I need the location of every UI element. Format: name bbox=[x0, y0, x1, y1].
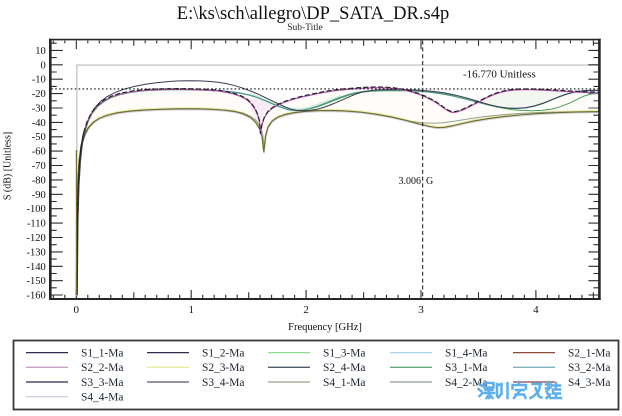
svg-text:S1_4-Ma: S1_4-Ma bbox=[445, 347, 487, 359]
svg-text:-90: -90 bbox=[32, 190, 46, 201]
svg-text:S3_3-Ma: S3_3-Ma bbox=[81, 377, 123, 389]
svg-text:-60: -60 bbox=[32, 147, 46, 158]
svg-text:E:\ks\sch\allegro\DP_SATA_DR.s: E:\ks\sch\allegro\DP_SATA_DR.s4p bbox=[177, 4, 449, 24]
svg-text:-10: -10 bbox=[32, 75, 46, 86]
svg-text:S3_4-Ma: S3_4-Ma bbox=[202, 377, 244, 389]
svg-text:S1_3-Ma: S1_3-Ma bbox=[323, 347, 365, 359]
svg-text:-50: -50 bbox=[32, 132, 46, 143]
svg-text:4: 4 bbox=[533, 304, 539, 316]
svg-text:0: 0 bbox=[74, 304, 80, 316]
svg-text:S (dB) [Unitless]: S (dB) [Unitless] bbox=[2, 132, 13, 200]
svg-text:S2_1-Ma: S2_1-Ma bbox=[568, 347, 610, 359]
svg-text:Sub-Title: Sub-Title bbox=[287, 23, 323, 33]
svg-text:-110: -110 bbox=[27, 219, 46, 230]
svg-text:-20: -20 bbox=[32, 89, 46, 100]
svg-text:1: 1 bbox=[188, 304, 194, 316]
svg-text:-120: -120 bbox=[27, 233, 46, 244]
svg-text:S2_3-Ma: S2_3-Ma bbox=[202, 362, 244, 374]
svg-text:3: 3 bbox=[418, 304, 424, 316]
svg-text:-100: -100 bbox=[27, 204, 46, 215]
svg-text:S1_2-Ma: S1_2-Ma bbox=[202, 347, 244, 359]
svg-text:S4_1-Ma: S4_1-Ma bbox=[323, 377, 365, 389]
svg-text:S2_2-Ma: S2_2-Ma bbox=[81, 362, 123, 374]
svg-text:-150: -150 bbox=[27, 276, 46, 287]
svg-text:S1_1-Ma: S1_1-Ma bbox=[81, 347, 123, 359]
svg-text:S4_4-Ma: S4_4-Ma bbox=[81, 392, 123, 404]
svg-text:-80: -80 bbox=[32, 175, 46, 186]
svg-text:2: 2 bbox=[303, 304, 309, 316]
svg-text:10: 10 bbox=[35, 46, 46, 57]
svg-text:-140: -140 bbox=[27, 262, 46, 273]
svg-text:0: 0 bbox=[41, 60, 46, 71]
svg-text:S3_1-Ma: S3_1-Ma bbox=[445, 362, 487, 374]
svg-text:S4_3-Ma: S4_3-Ma bbox=[568, 377, 610, 389]
svg-text:S2_4-Ma: S2_4-Ma bbox=[323, 362, 365, 374]
svg-text:3.006 G: 3.006 G bbox=[399, 176, 434, 187]
svg-text:-40: -40 bbox=[32, 118, 46, 129]
svg-text:S4_2-Ma: S4_2-Ma bbox=[445, 377, 487, 389]
svg-text:-160: -160 bbox=[27, 291, 46, 302]
svg-text:S3_2-Ma: S3_2-Ma bbox=[568, 362, 610, 374]
svg-text:-130: -130 bbox=[27, 247, 46, 258]
svg-text:-16.770 Unitless: -16.770 Unitless bbox=[463, 69, 536, 81]
svg-text:Frequency [GHz]: Frequency [GHz] bbox=[288, 322, 362, 333]
svg-text:-70: -70 bbox=[32, 161, 46, 172]
svg-text:-30: -30 bbox=[32, 104, 46, 115]
